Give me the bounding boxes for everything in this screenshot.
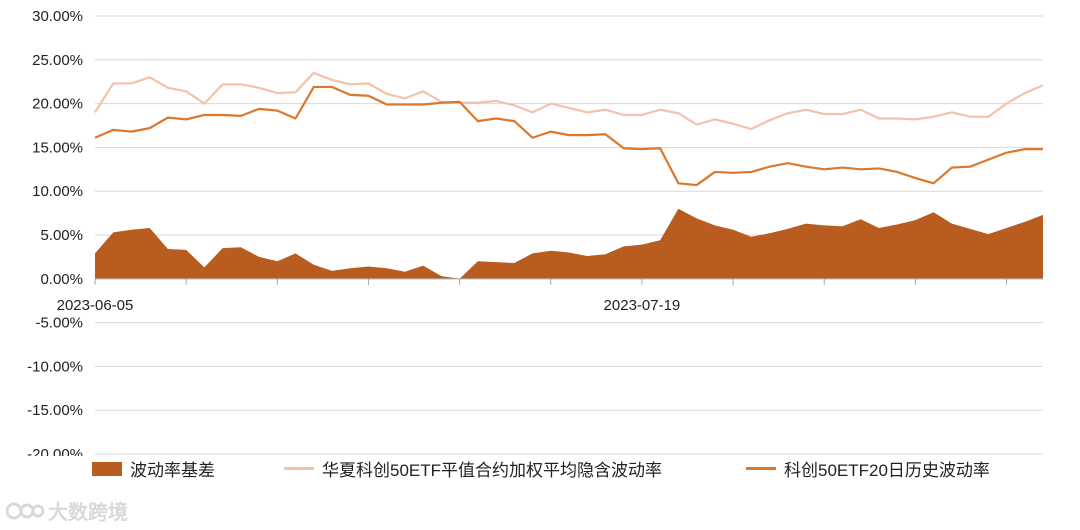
y-tick-label: 25.00% [32,52,83,69]
legend-swatch-implied-vol [284,467,314,470]
y-tick-label: -20.00% [27,446,83,456]
y-tick-label: 0.00% [40,271,83,288]
x-tick-label: 2023-07-19 [604,297,681,314]
x-tick-label: 2023-06-05 [57,297,134,314]
y-tick-label: 30.00% [32,8,83,25]
y-tick-label: -5.00% [35,315,83,332]
y-tick-label: 10.00% [32,183,83,200]
watermark: 大数跨境 [6,496,128,525]
watermark-logo-icon [6,502,44,519]
line-series-historical-vol [94,85,1043,187]
legend-item-implied-vol: 华夏科创50ETF平值合约加权平均隐含波动率 [284,456,662,481]
legend-label-historical-vol: 科创50ETF20日历史波动率 [784,461,990,480]
watermark-text: 大数跨境 [48,502,128,524]
y-tick-label: 5.00% [40,227,83,244]
y-tick-label: 20.00% [32,96,83,113]
legend-label-basis: 波动率基差 [130,461,215,480]
legend: 波动率基差 华夏科创50ETF平值合约加权平均隐含波动率 科创50ETF20日历… [0,456,1080,486]
y-tick-label: 15.00% [32,139,83,156]
y-tick-label: -10.00% [27,358,83,375]
y-tick-label: -15.00% [27,402,83,419]
line-series-implied-vol [94,71,1044,131]
legend-swatch-historical-vol [746,467,776,470]
area-series-basis [95,208,1043,279]
legend-swatch-basis [92,461,122,476]
legend-item-historical-vol: 科创50ETF20日历史波动率 [746,456,990,481]
chart: 30.00% 25.00% 20.00% 15.00% 10.00% 5.00% 0.00%… [27,8,1044,456]
legend-label-implied-vol: 华夏科创50ETF平值合约加权平均隐含波动率 [322,461,663,480]
legend-item-basis: 波动率基差 [92,456,215,481]
